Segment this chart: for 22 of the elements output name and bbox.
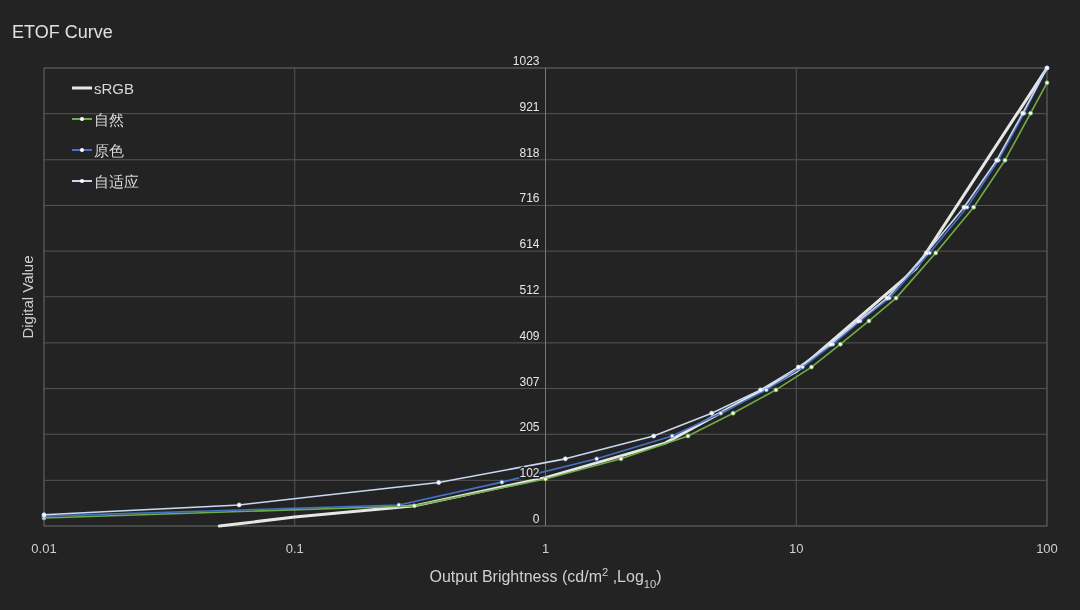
x-tick-label: 10 <box>789 541 804 556</box>
y-tick-label: 307 <box>519 374 540 389</box>
x-tick-label: 1 <box>541 541 550 556</box>
y-tick-label: 512 <box>519 282 540 297</box>
legend-label: 自然 <box>94 111 124 128</box>
x-tick-label: 0.01 <box>31 541 57 556</box>
y-tick-label: 716 <box>519 191 540 206</box>
x-tick-label: 0.1 <box>285 541 304 556</box>
x-tick-label: 100 <box>1036 541 1058 556</box>
legend-label: 自适应 <box>94 173 139 190</box>
x-axis-title: Output Brightness (cd/m$^{2}$ ,Log$_{10}$) <box>429 566 662 590</box>
y-tick-label: 0 <box>532 512 540 526</box>
y-tick-label: 921 <box>519 99 540 114</box>
y-tick-label: 614 <box>519 237 540 252</box>
legend-label: 原色 <box>94 142 124 159</box>
y-tick-label: 205 <box>519 420 540 435</box>
chart-title: ETOF Curve <box>12 22 113 42</box>
legend-label: sRGB <box>94 80 135 97</box>
y-tick-label: 1023 <box>512 54 540 68</box>
y-tick-label: 818 <box>519 145 540 160</box>
y-axis-title: Digital Value <box>19 255 36 339</box>
y-tick-label: 409 <box>519 328 540 343</box>
